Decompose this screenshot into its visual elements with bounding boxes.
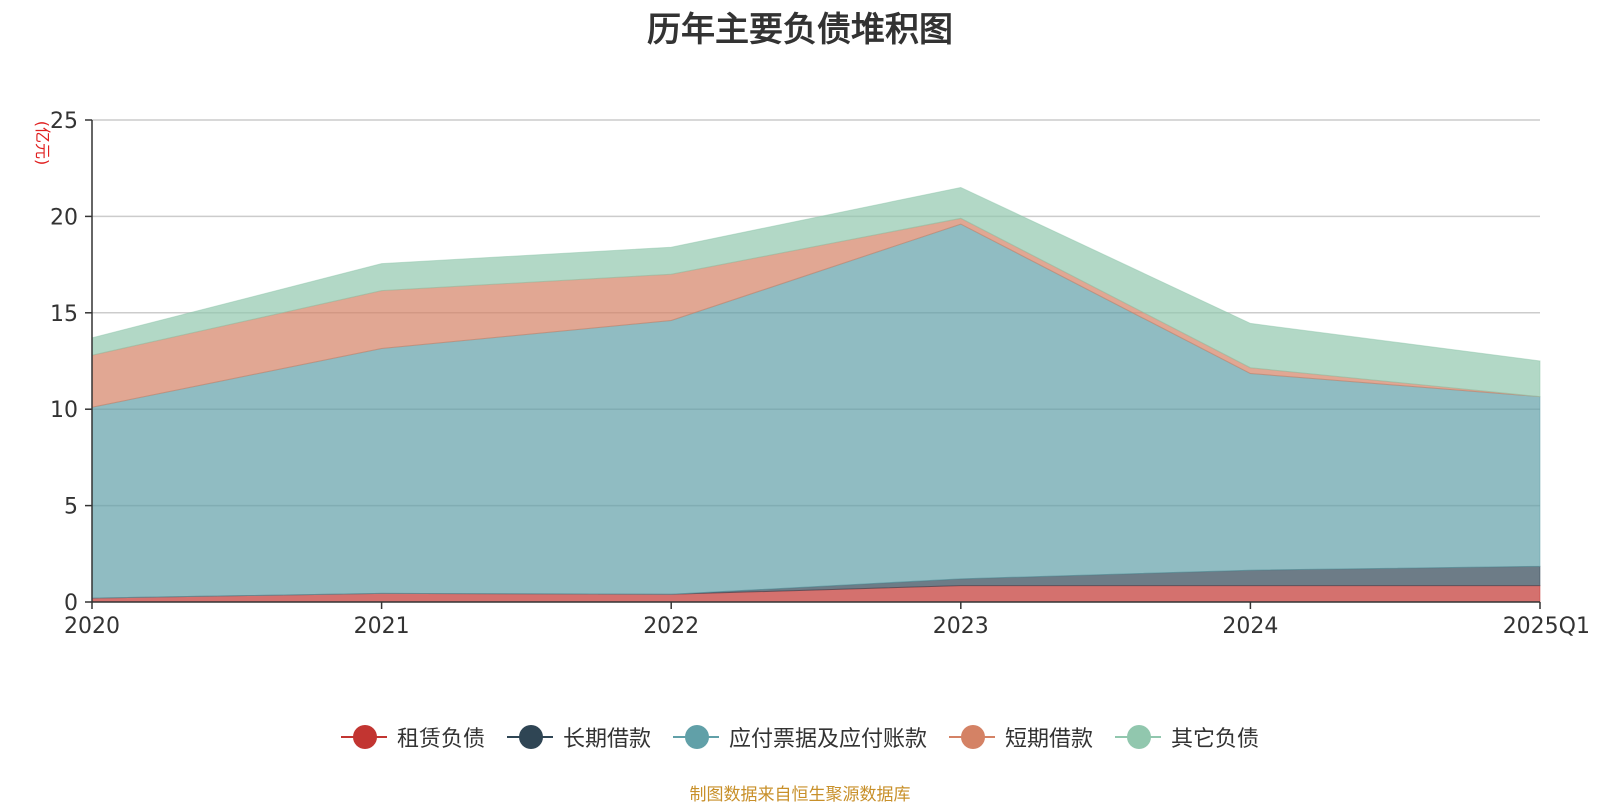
legend-item-4[interactable]: 短期借款 <box>949 721 1093 753</box>
legend-marker-icon <box>672 724 719 750</box>
legend-marker-icon <box>340 724 387 750</box>
y-tick-label-15: 15 <box>50 302 78 327</box>
legend-label: 其它负债 <box>1171 727 1260 752</box>
data-source-note: 制图数据来自恒生聚源数据库 <box>689 785 911 805</box>
x-tick-label-2022: 2022 <box>643 614 699 639</box>
x-tick-label-2023: 2023 <box>933 614 989 639</box>
legend-item-5[interactable]: 其它负债 <box>1115 721 1259 753</box>
y-tick-label-5: 5 <box>64 495 78 520</box>
y-tick-label-25: 25 <box>50 109 78 134</box>
x-tick-label-2020: 2020 <box>64 614 120 639</box>
x-tick-label-2021: 2021 <box>354 614 410 639</box>
x-tick-label-2025Q1: 2025Q1 <box>1503 614 1590 639</box>
y-tick-label-20: 20 <box>50 205 78 230</box>
legend: 租赁负债 长期借款 应付票据及应付账款 短期借款 其它负债 <box>0 717 1600 757</box>
legend-label: 短期借款 <box>1005 727 1094 752</box>
legend-label: 租赁负债 <box>396 727 485 752</box>
area-series-3[interactable] <box>91 223 1541 599</box>
legend-marker-icon <box>1115 724 1162 750</box>
legend-label: 应付票据及应付账款 <box>728 727 927 752</box>
y-tick-label-0: 0 <box>64 591 78 616</box>
legend-item-2[interactable]: 长期借款 <box>506 721 651 753</box>
axes: 0 5 10 15 20 25 2020 2021 2022 2023 2024 2025Q1 <box>50 109 1590 639</box>
area-series <box>91 186 1541 603</box>
area-series-5[interactable] <box>91 186 1541 398</box>
y-axis-label: (亿元) <box>33 121 52 166</box>
x-tick-label-2024: 2024 <box>1222 614 1278 639</box>
legend-label: 长期借款 <box>562 727 651 752</box>
legend-item-1[interactable]: 租赁负债 <box>340 721 485 753</box>
legend-marker-icon <box>949 724 995 750</box>
legend-item-3[interactable]: 应付票据及应付账款 <box>672 721 927 753</box>
chart-title: 历年主要负债堆积图 <box>647 10 953 50</box>
legend-marker-icon <box>506 724 553 750</box>
y-tick-label-10: 10 <box>50 398 78 423</box>
